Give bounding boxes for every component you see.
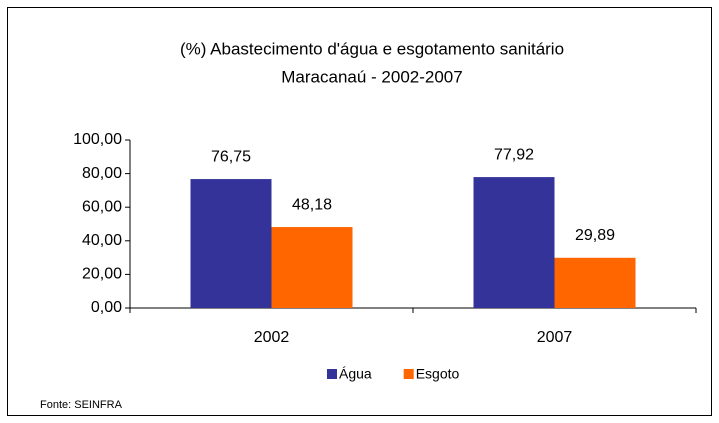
y-tick-label: 60,00 — [82, 198, 122, 215]
value-label: 29,89 — [575, 227, 615, 244]
legend-swatch — [327, 369, 337, 379]
legend-label: Esgoto — [416, 366, 460, 382]
legend-swatch — [403, 369, 414, 379]
value-label: 76,75 — [211, 148, 251, 165]
x-tick-label: 2002 — [254, 329, 290, 346]
y-tick-label: 20,00 — [82, 266, 122, 283]
source: Fonte: SEINFRA — [40, 399, 123, 411]
value-label: 48,18 — [292, 196, 332, 213]
bar — [190, 179, 272, 308]
y-tick-label: 40,00 — [82, 232, 122, 249]
value-label: 77,92 — [494, 146, 534, 163]
bar — [554, 257, 636, 308]
y-tick-label: 80,00 — [82, 165, 122, 182]
chart-title: (%) Abastecimento d'água e esgotamento s… — [180, 39, 564, 58]
legend-label: Água — [339, 366, 372, 382]
y-tick-label: 100,00 — [73, 131, 122, 148]
bar — [271, 227, 353, 308]
x-tick-label: 2007 — [537, 329, 573, 346]
frame — [7, 7, 712, 416]
chart-title: Maracanaú - 2002-2007 — [281, 67, 462, 86]
bar — [473, 177, 555, 308]
y-tick-label: 0,00 — [91, 299, 122, 316]
